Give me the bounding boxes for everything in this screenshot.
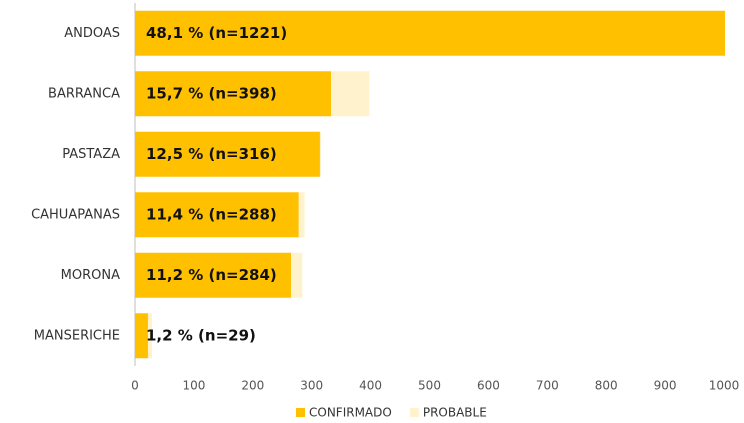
bar-label: 11,4 % (n=288)	[146, 205, 277, 223]
bar-segment	[135, 10, 725, 56]
bar-segment	[135, 252, 292, 298]
bar-segment	[135, 131, 320, 177]
x-tick-label: 300	[300, 379, 323, 393]
bar-segment	[319, 131, 322, 177]
legend-swatch	[409, 408, 419, 417]
legend-swatch	[296, 408, 305, 417]
category-label: ANDOAS	[64, 26, 120, 41]
x-tick-label: 1000	[709, 379, 740, 393]
x-tick-label: 700	[536, 379, 559, 393]
x-tick-label: 0	[131, 379, 139, 393]
x-tick-label: 100	[182, 379, 205, 393]
bar-segment	[135, 192, 299, 238]
category-label: MANSERICHE	[34, 328, 120, 343]
x-tick-label: 500	[418, 379, 441, 393]
bar-segment	[331, 71, 370, 117]
bar-segment	[135, 71, 332, 117]
bar-segment	[298, 192, 305, 238]
bar-label: 11,2 % (n=284)	[146, 266, 277, 284]
bar-label: 12,5 % (n=316)	[146, 145, 277, 163]
bar-segment	[291, 252, 303, 298]
bar-label: 15,7 % (n=398)	[146, 84, 277, 102]
bar-label: 1,2 % (n=29)	[146, 326, 256, 344]
category-label: PASTAZA	[62, 147, 120, 162]
bars	[135, 10, 725, 359]
bar-label: 48,1 % (n=1221)	[146, 24, 287, 42]
x-tick-label: 900	[654, 379, 677, 393]
category-label: MORONA	[61, 268, 120, 283]
legend-label: CONFIRMADO	[309, 406, 392, 420]
category-label: BARRANCA	[48, 86, 120, 101]
bar-segment	[147, 313, 153, 359]
x-tick-label: 400	[359, 379, 382, 393]
category-label: CAHUAPANAS	[31, 207, 120, 222]
legend-label: PROBABLE	[423, 406, 487, 420]
x-tick-label: 200	[241, 379, 264, 393]
x-tick-label: 600	[477, 379, 500, 393]
x-tick-label: 800	[595, 379, 618, 393]
bar-segment	[135, 313, 148, 359]
